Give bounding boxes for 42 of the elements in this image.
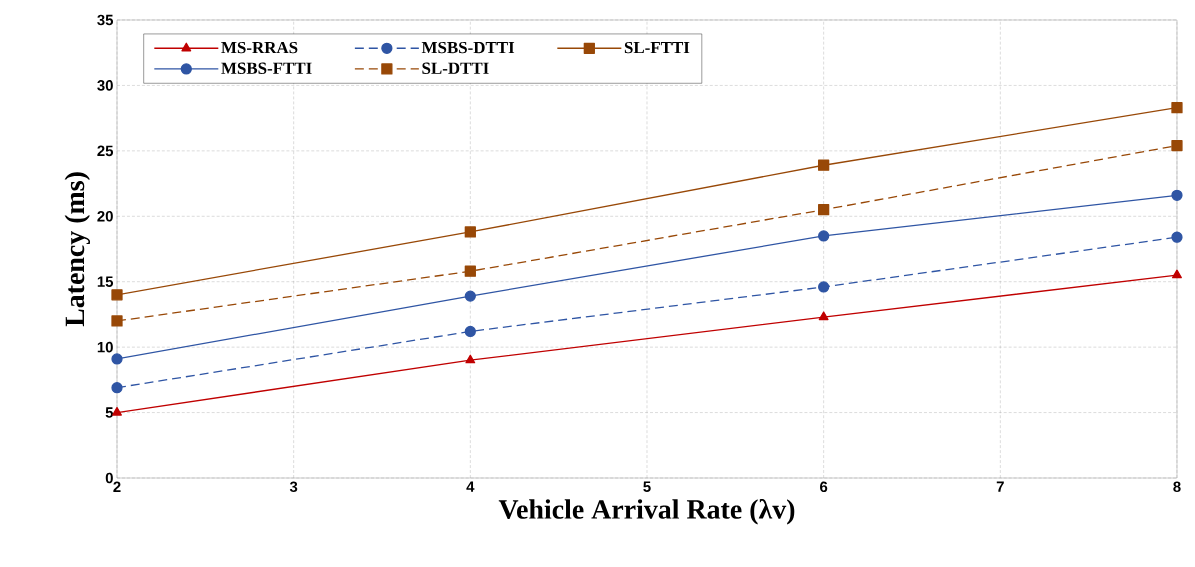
- point: [1172, 269, 1182, 279]
- x-tick-label: 4: [466, 481, 475, 492]
- point: [818, 281, 830, 293]
- y-tick-label: 15: [97, 276, 114, 287]
- y-tick-label: 5: [105, 407, 114, 418]
- x-axis-title: Vehicle Arrival Rate (λv): [498, 498, 795, 525]
- x-tick-label: 6: [820, 481, 828, 493]
- legend-label: MSBS-DTTI: [421, 41, 515, 54]
- point: [111, 382, 123, 394]
- point: [464, 226, 476, 238]
- legend-label: MS-RRAS: [221, 41, 298, 54]
- x-tick-label: 8: [1173, 481, 1181, 493]
- y-tick-label: 25: [97, 145, 114, 157]
- point: [1171, 102, 1183, 114]
- y-axis-title: Latency (ms): [64, 172, 91, 327]
- point: [111, 353, 123, 365]
- point: [111, 315, 123, 327]
- x-tick-label: 5: [643, 481, 651, 492]
- point: [464, 265, 476, 277]
- y-tick-label: 0: [105, 472, 113, 484]
- point: [818, 159, 830, 171]
- legend-label: SL-FTTI: [624, 41, 690, 54]
- point: [464, 290, 476, 302]
- point: [465, 354, 476, 364]
- x-tick-label: 3: [289, 481, 298, 493]
- point: [1171, 231, 1183, 243]
- point: [112, 406, 122, 416]
- point: [111, 289, 123, 301]
- y-tick-label: 20: [97, 210, 113, 222]
- point: [1171, 139, 1183, 152]
- legend-label: MSBS-FTTI: [221, 62, 312, 74]
- point: [818, 230, 830, 242]
- x-tick-label: 2: [113, 481, 121, 492]
- y-tick-label: 30: [97, 80, 113, 91]
- y-tick-label: 10: [97, 341, 113, 353]
- point: [818, 311, 829, 321]
- legend-label: SL-DTTI: [422, 62, 489, 74]
- point: [464, 325, 476, 338]
- point: [818, 204, 830, 216]
- point: [1171, 189, 1183, 201]
- x-tick-label: 7: [996, 481, 1004, 492]
- y-tick-label: 35: [97, 14, 114, 26]
